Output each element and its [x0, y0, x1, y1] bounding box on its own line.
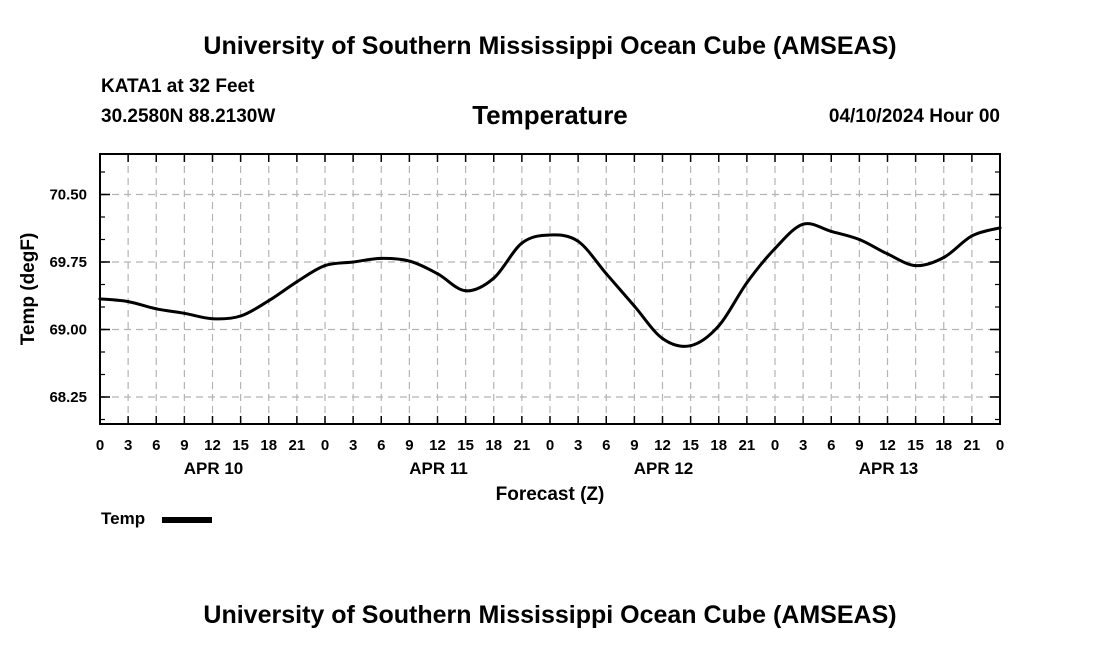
- x-tick-label: 15: [907, 437, 924, 454]
- x-tick-label: 6: [827, 437, 835, 454]
- x-tick-label: 15: [457, 437, 474, 454]
- x-tick-label: 9: [630, 437, 638, 454]
- x-tick-label: 12: [429, 437, 446, 454]
- x-tick-label: 0: [321, 437, 329, 454]
- x-tick-label: 18: [710, 437, 727, 454]
- data-point-temp: [267, 299, 271, 303]
- series-points: [98, 222, 1002, 348]
- y-tick-label: 70.50: [49, 187, 87, 204]
- data-point-temp: [717, 324, 721, 328]
- data-point-temp: [464, 289, 468, 293]
- x-tick-label: 15: [232, 437, 249, 454]
- x-tick-label: 21: [514, 437, 531, 454]
- day-label: APR 11: [409, 459, 468, 478]
- data-point-temp: [520, 241, 524, 245]
- x-tick-label: 6: [377, 437, 385, 454]
- data-point-temp: [211, 317, 214, 321]
- x-tick-label: 0: [546, 437, 554, 454]
- x-tick-label: 3: [349, 437, 357, 454]
- x-tick-label: 18: [935, 437, 952, 454]
- data-point-temp: [98, 297, 102, 301]
- data-point-temp: [998, 226, 1002, 230]
- x-tick-label: 0: [771, 437, 779, 454]
- data-point-temp: [886, 252, 889, 256]
- x-tick-label: 0: [996, 437, 1004, 454]
- data-point-temp: [773, 247, 777, 250]
- data-point-temp: [323, 264, 327, 268]
- x-tick-label: 12: [879, 437, 896, 454]
- x-tick-label: 18: [260, 437, 277, 454]
- x-tick-label: 9: [180, 437, 188, 454]
- data-point-temp: [857, 238, 861, 241]
- x-tick-label: 18: [485, 437, 502, 454]
- data-point-temp: [801, 222, 805, 226]
- x-tick-label: 0: [96, 437, 104, 454]
- x-tick-label: 6: [152, 437, 160, 454]
- data-point-temp: [829, 229, 833, 233]
- x-tick-label: 6: [602, 437, 610, 454]
- figure-title-bottom: University of Southern Mississippi Ocean…: [203, 601, 897, 629]
- data-point-temp: [492, 276, 496, 280]
- x-tick-label: 3: [799, 437, 807, 454]
- x-tick-label: 21: [964, 437, 981, 454]
- day-label: APR 10: [184, 459, 244, 478]
- data-point-temp: [661, 337, 664, 340]
- data-point-temp: [548, 233, 552, 237]
- data-point-temp: [970, 234, 974, 238]
- y-tick-label: 68.25: [49, 389, 87, 406]
- x-axis-title: Forecast (Z): [496, 484, 605, 505]
- data-point-temp: [914, 264, 918, 268]
- data-point-temp: [604, 272, 608, 276]
- data-point-temp: [745, 281, 749, 285]
- data-point-temp: [126, 300, 130, 304]
- x-tick-label: 15: [682, 437, 699, 454]
- data-point-temp: [295, 280, 299, 284]
- x-tick-label: 12: [204, 437, 221, 454]
- station-coordinates: 30.2580N 88.2130W: [101, 106, 276, 127]
- day-label: APR 13: [859, 459, 919, 478]
- y-tick-label: 69.00: [49, 322, 87, 339]
- x-tick-label: 3: [574, 437, 582, 454]
- y-axis-title: Temp (degF): [18, 233, 39, 346]
- legend-label: Temp: [101, 509, 146, 528]
- data-point-temp: [942, 256, 946, 259]
- data-point-temp: [436, 272, 439, 276]
- legend-swatch-temp: [162, 517, 212, 523]
- y-tick-label: 69.75: [49, 254, 87, 271]
- x-tick-label: 3: [124, 437, 132, 454]
- data-point-temp: [576, 239, 580, 243]
- station-label: KATA1 at 32 Feet: [101, 76, 255, 97]
- forecast-datetime: 04/10/2024 Hour 00: [828, 106, 1000, 127]
- x-tick-label: 9: [405, 437, 413, 454]
- chart-title: Temperature: [472, 100, 628, 130]
- figure-title-top: University of Southern Mississippi Ocean…: [203, 32, 897, 60]
- data-point-temp: [689, 344, 693, 348]
- day-label: APR 12: [634, 459, 694, 478]
- x-tick-label: 9: [855, 437, 863, 454]
- x-tick-label: 21: [289, 437, 306, 454]
- plot-frame: [99, 153, 1001, 425]
- x-tick-label: 12: [654, 437, 671, 454]
- data-point-temp: [239, 314, 243, 318]
- data-point-temp: [407, 259, 411, 263]
- data-point-temp: [351, 260, 355, 264]
- data-point-temp: [632, 304, 636, 308]
- data-point-temp: [154, 307, 158, 311]
- data-point-temp: [182, 311, 186, 315]
- data-point-temp: [379, 256, 383, 260]
- x-tick-label: 21: [739, 437, 756, 454]
